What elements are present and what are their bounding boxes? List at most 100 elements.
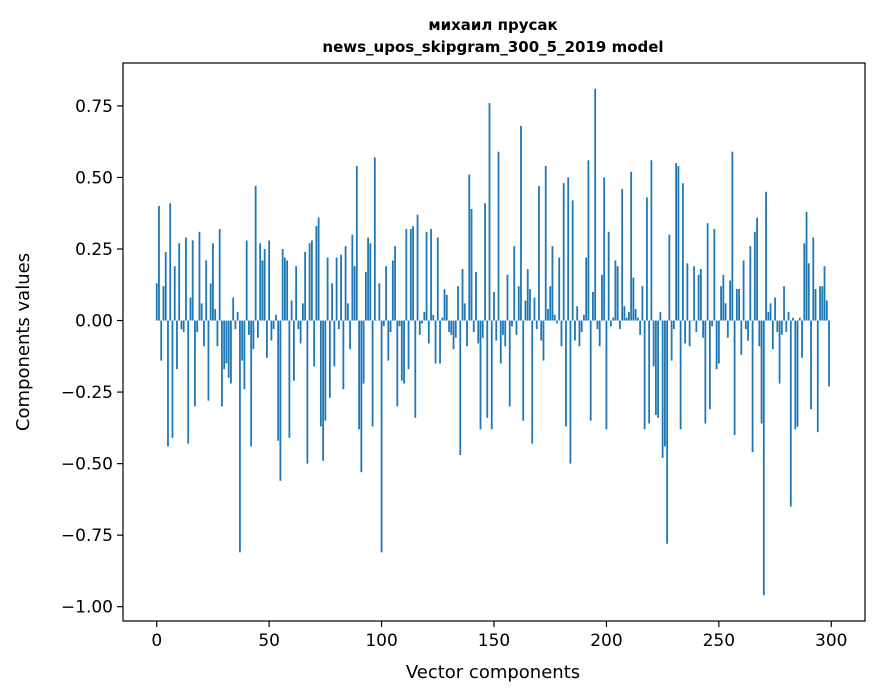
bar	[594, 88, 597, 321]
bar	[708, 320, 711, 410]
bar	[616, 266, 619, 321]
bar	[452, 320, 455, 350]
bar	[277, 320, 280, 441]
bar	[762, 320, 765, 596]
bar	[549, 286, 552, 321]
bar	[722, 274, 725, 321]
bar	[319, 320, 322, 427]
bar	[448, 320, 450, 332]
bar	[688, 320, 691, 347]
bar	[216, 320, 219, 347]
bar	[807, 263, 810, 321]
bar	[619, 320, 621, 330]
bar	[167, 320, 169, 447]
bar	[751, 320, 754, 453]
x-tick-label: 50	[258, 631, 280, 651]
bar	[337, 320, 340, 330]
bar	[243, 320, 246, 390]
bar	[801, 320, 803, 358]
bar	[335, 257, 338, 321]
bar	[475, 271, 477, 321]
bar	[355, 166, 358, 321]
bar	[529, 289, 531, 321]
bar	[176, 320, 178, 370]
bar	[704, 320, 707, 424]
bar	[744, 320, 747, 330]
bar	[776, 320, 779, 332]
bar	[731, 151, 734, 321]
bar	[628, 311, 630, 321]
bar	[457, 286, 459, 321]
bar	[544, 166, 547, 321]
bar	[520, 125, 522, 321]
bar	[661, 320, 664, 458]
bar	[657, 320, 660, 418]
bar	[351, 234, 354, 321]
bar	[697, 274, 700, 321]
bar	[654, 320, 657, 415]
bar	[587, 160, 590, 321]
bar	[726, 320, 729, 338]
x-tick-label: 150	[478, 631, 510, 651]
bar	[198, 231, 201, 321]
bar	[780, 320, 783, 335]
bar	[421, 320, 423, 324]
bar	[574, 320, 576, 341]
bar	[479, 320, 482, 430]
bar	[169, 203, 172, 321]
x-tick-label: 0	[151, 631, 162, 651]
bar	[659, 311, 662, 321]
bar	[493, 291, 495, 321]
bar	[371, 320, 374, 427]
bar	[733, 320, 736, 435]
bar	[605, 320, 608, 430]
chart-title: михаил прусак	[428, 16, 557, 34]
bar	[387, 320, 390, 361]
bar	[418, 320, 421, 335]
bar	[729, 280, 731, 321]
bar	[391, 260, 394, 321]
bar	[765, 191, 767, 321]
bar	[194, 320, 196, 407]
bar	[328, 320, 331, 398]
bar	[257, 320, 259, 338]
bar	[486, 320, 489, 418]
bar	[511, 320, 513, 327]
bar	[394, 246, 396, 321]
bar	[306, 320, 309, 464]
bar	[632, 277, 635, 321]
bar	[720, 286, 722, 321]
bar	[209, 283, 212, 321]
bar	[639, 320, 642, 335]
bar	[333, 320, 336, 367]
y-tick-label: 0.00	[75, 312, 113, 332]
bar	[400, 320, 403, 381]
bar	[441, 317, 444, 321]
bar	[785, 320, 788, 332]
bar	[162, 286, 165, 321]
bar	[367, 237, 369, 321]
bar	[200, 303, 203, 321]
bar	[650, 160, 653, 321]
bar	[286, 260, 289, 321]
bar	[254, 186, 257, 321]
bar	[648, 320, 651, 424]
bar	[610, 320, 612, 327]
bar	[272, 320, 275, 330]
x-tick-label: 300	[815, 631, 847, 651]
bar	[407, 320, 410, 370]
bar	[360, 320, 363, 473]
bar	[288, 320, 291, 438]
bar	[450, 320, 453, 335]
bar	[598, 320, 601, 347]
bar	[787, 311, 790, 321]
bar	[715, 320, 718, 370]
bar	[713, 228, 716, 321]
bar	[538, 186, 540, 321]
bar	[259, 243, 262, 321]
x-tick-label: 100	[365, 631, 397, 651]
bar	[245, 240, 248, 321]
bar	[218, 228, 221, 321]
bar	[630, 171, 633, 321]
bar	[481, 320, 484, 338]
